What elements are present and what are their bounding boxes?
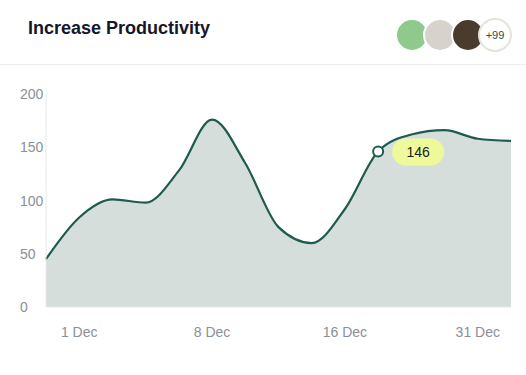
svg-text:0: 0 bbox=[20, 299, 28, 315]
svg-text:8 Dec: 8 Dec bbox=[194, 324, 231, 340]
svg-text:1 Dec: 1 Dec bbox=[61, 324, 98, 340]
svg-text:150: 150 bbox=[20, 139, 44, 155]
svg-text:31 Dec: 31 Dec bbox=[456, 324, 500, 340]
svg-text:200: 200 bbox=[20, 86, 44, 102]
svg-text:146: 146 bbox=[406, 144, 430, 160]
svg-text:50: 50 bbox=[20, 246, 36, 262]
svg-text:100: 100 bbox=[20, 193, 44, 209]
svg-text:+99: +99 bbox=[486, 29, 505, 41]
html-text:Increase Productivity: Increase Productivity bbox=[28, 18, 211, 38]
svg-text:16 Dec: 16 Dec bbox=[323, 324, 367, 340]
